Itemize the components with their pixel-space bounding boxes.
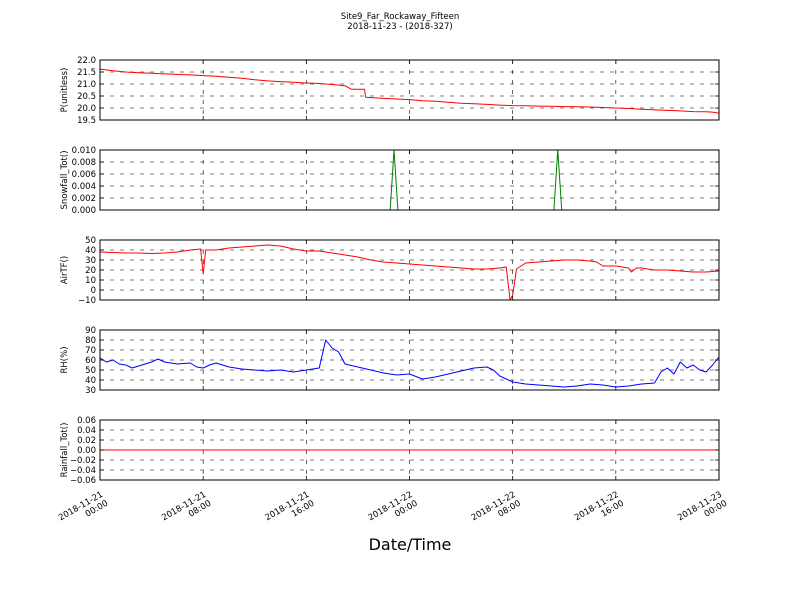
y-tick-label: 20	[85, 266, 96, 276]
x-axis-ticks: 2018-11-2100:00 2018-11-2108:00 2018-11-21…	[57, 490, 729, 532]
y-tick-label: 0	[91, 286, 96, 296]
y-tick-label: 50	[85, 236, 96, 246]
y-tick-label: 30	[85, 256, 96, 266]
y-tick-label: 30	[85, 386, 96, 396]
y-tick-label: 0.006	[72, 170, 96, 180]
y-tick-label: 0.004	[72, 182, 96, 192]
x-tick-label: 2018-11-2216:00	[573, 490, 626, 532]
x-tick-label: 2018-11-2200:00	[367, 490, 420, 532]
y-tick-label: 0.06	[77, 416, 96, 426]
y-tick-label: 0.02	[77, 436, 96, 446]
subplot-2: 0.000 0.002 0.004 0.006 0.008 0.010Snowfall_T…	[60, 146, 720, 216]
y-tick-label: 22.0	[77, 56, 96, 66]
y-tick-label: 10	[85, 276, 96, 286]
x-axis-label: Date/Time	[369, 535, 452, 554]
series-line	[99, 68, 720, 114]
chart-title-line2: 2018-11-23 - (2018-327)	[347, 22, 452, 32]
y-tick-label: −0.02	[70, 456, 96, 466]
y-tick-label: 21.0	[77, 80, 96, 90]
subplot-5: −0.06−0.04−0.020.000.020.040.06 Rainfall_…	[60, 416, 720, 486]
y-tick-label: 60	[85, 356, 96, 366]
y-tick-label: 90	[85, 326, 96, 336]
x-tick-label: 2018-11-2116:00	[263, 490, 316, 532]
y-axis-label: P(unitless)	[60, 68, 70, 113]
y-tick-label: 0.002	[72, 194, 96, 204]
x-tick-label: 2018-11-2300:00	[676, 490, 729, 532]
y-tick-label: −0.06	[70, 476, 96, 486]
y-tick-label: 19.5	[77, 116, 96, 126]
x-tick-label: 2018-11-2208:00	[470, 490, 523, 532]
y-tick-label: 50	[85, 366, 96, 376]
subplot-1: 19.5 20.0 20.5 21.0 21.5 22.0 P(unitless)	[60, 56, 720, 126]
y-axis-label: Rainfall_Tot()	[60, 423, 70, 478]
y-tick-label: 0.010	[72, 146, 96, 156]
y-tick-label: 0.00	[77, 446, 96, 456]
subplot-panels: 19.520.020.521.021.522.0P(unitless)0.000…	[60, 56, 720, 486]
series-line	[99, 339, 720, 388]
y-tick-label: −10	[78, 296, 96, 306]
y-axis-label: AirTF()	[60, 256, 70, 284]
y-tick-label: −0.04	[70, 466, 96, 476]
y-tick-label: 0.000	[72, 206, 96, 216]
y-tick-label: 70	[85, 346, 96, 356]
y-tick-label: 80	[85, 336, 96, 346]
y-axis-label: Snowfall_Tot()	[60, 150, 70, 209]
chart-title-line1: Site9_Far_Rockaway_Fifteen	[341, 12, 460, 22]
y-tick-label: 40	[85, 376, 96, 386]
y-tick-label: 20.5	[77, 92, 96, 102]
y-tick-label: 20.0	[77, 104, 96, 114]
x-tick-label: 2018-11-2100:00	[57, 490, 110, 532]
y-axis-label: RH(%)	[60, 346, 70, 373]
series-line	[99, 244, 720, 301]
y-tick-label: 40	[85, 246, 96, 256]
y-tick-label: 0.008	[72, 158, 96, 168]
y-tick-label: 21.5	[77, 68, 96, 78]
x-tick-label: 2018-11-2108:00	[160, 490, 213, 532]
y-tick-label: 0.04	[77, 426, 96, 436]
